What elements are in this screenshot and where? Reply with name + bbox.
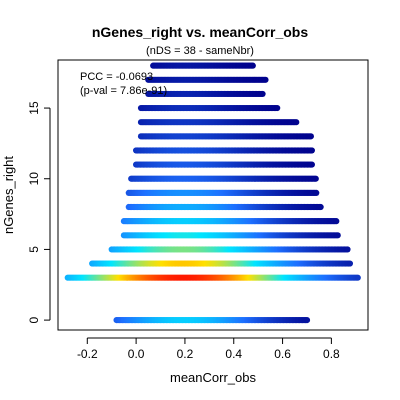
scatter-point — [307, 133, 314, 140]
pcc-annotation: PCC = -0.0693 — [80, 71, 153, 83]
y-axis-label: nGenes_right — [1, 156, 16, 234]
scatter-point — [334, 232, 341, 239]
scatter-point — [354, 274, 361, 281]
chart-subtitle: (nDS = 38 - sameNbr) — [146, 45, 254, 57]
scatter-point — [259, 90, 266, 98]
pval-annotation: (p-val = 7.86e-91) — [80, 85, 167, 97]
scatter-point — [346, 260, 354, 267]
y-tick-label: 0 — [27, 316, 41, 323]
plot-frame — [57, 59, 369, 331]
scatter-point — [313, 189, 320, 196]
scatter-point — [303, 317, 311, 324]
x-tick-label: 0.4 — [225, 347, 242, 361]
scatter-point — [317, 203, 324, 211]
scatter-point — [344, 246, 351, 253]
y-axis: 0 5 10 15 — [27, 101, 51, 323]
scatter-point — [293, 119, 300, 126]
x-tick-label: -0.2 — [77, 347, 98, 361]
x-tick-label: 0.6 — [274, 347, 291, 361]
chart-title: nGenes_right vs. meanCorr_obs — [92, 24, 309, 40]
scatter-point — [308, 147, 315, 154]
scatter-point — [312, 175, 319, 182]
x-tick-label: 0.2 — [177, 347, 194, 361]
x-axis: -0.2 0.0 0.2 0.4 0.6 0.8 — [77, 337, 340, 361]
x-tick-label: 0.8 — [323, 347, 340, 361]
scatter-point — [274, 104, 281, 112]
scatter-point — [308, 161, 315, 168]
y-tick-label: 5 — [27, 246, 41, 253]
data-points — [64, 62, 361, 324]
scatter-point — [262, 76, 269, 83]
x-axis-label: meanCorr_obs — [170, 370, 256, 385]
x-tick-label: 0.0 — [128, 347, 145, 361]
y-tick-label: 15 — [27, 101, 41, 115]
y-tick-label: 10 — [27, 172, 41, 186]
scatter-point — [333, 218, 340, 225]
scatter-point — [249, 62, 256, 69]
